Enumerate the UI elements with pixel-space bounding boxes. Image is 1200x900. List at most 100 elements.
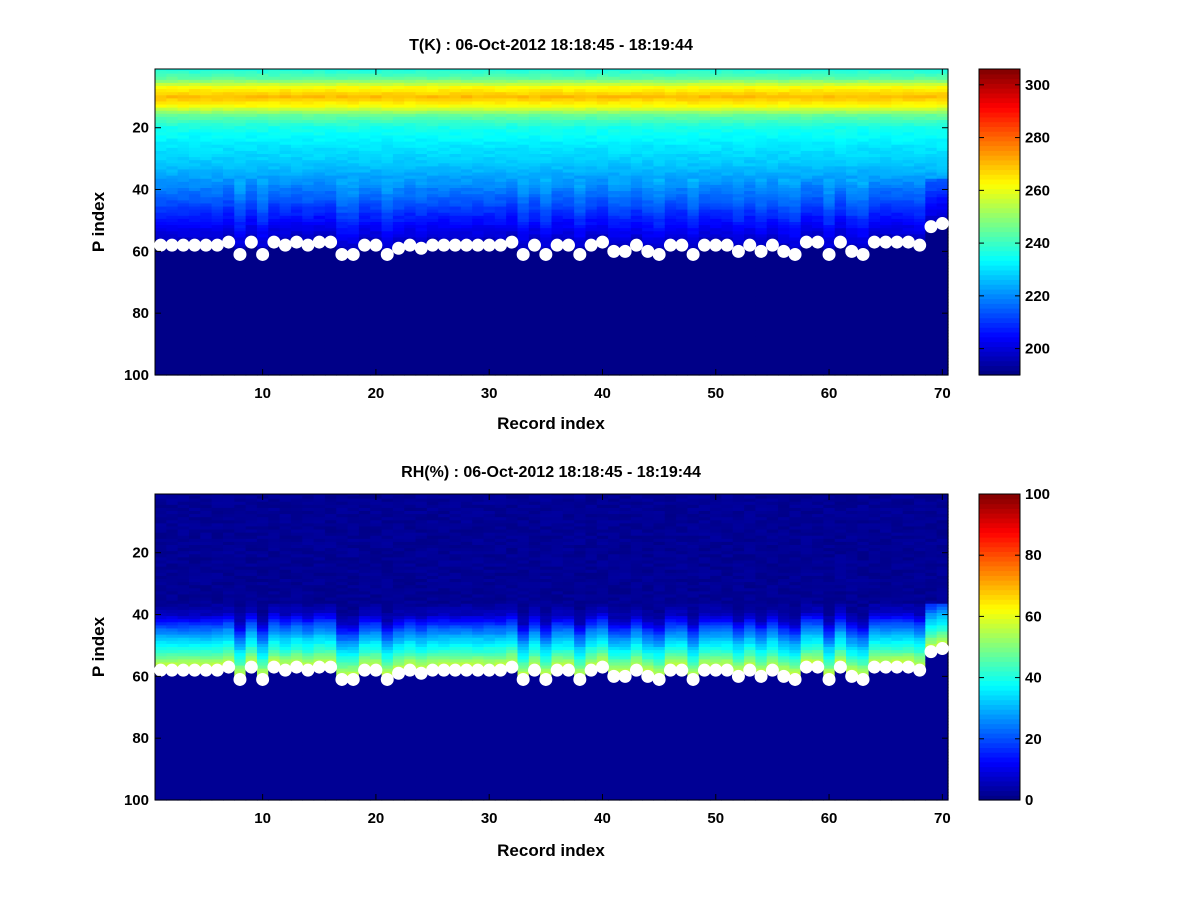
heatmap-cell <box>188 330 201 334</box>
heatmap-cell <box>392 79 405 84</box>
heatmap-cell <box>494 293 507 297</box>
heatmap-cell <box>415 262 428 266</box>
heatmap-cell <box>324 141 337 146</box>
heatmap-cell <box>415 218 428 223</box>
heatmap-cell <box>279 169 292 174</box>
heatmap-cell <box>268 138 281 143</box>
heatmap-cell <box>245 311 258 316</box>
heatmap-cell <box>370 234 383 239</box>
heatmap-cell <box>392 92 405 96</box>
heatmap-cell <box>494 234 507 239</box>
heatmap-cell <box>200 79 213 84</box>
heatmap-cell <box>506 299 519 303</box>
heatmap-cell <box>517 367 530 371</box>
heatmap-cell <box>313 95 326 99</box>
heatmap-cell <box>483 126 496 130</box>
heatmap-cell <box>347 92 360 96</box>
heatmap-cell <box>449 367 462 371</box>
heatmap-cell <box>177 293 190 297</box>
heatmap-cell <box>302 330 315 334</box>
heatmap-cell <box>472 82 485 87</box>
heatmap-cell <box>336 339 349 344</box>
heatmap-cell <box>268 262 281 266</box>
heatmap-cell <box>472 141 485 146</box>
heatmap-cell <box>211 231 224 235</box>
heatmap-cell <box>324 194 337 198</box>
heatmap-cell <box>358 175 371 180</box>
heatmap-cell <box>449 361 462 365</box>
heatmap-cell <box>313 351 326 356</box>
heatmap-cell <box>166 135 179 140</box>
heatmap-cell <box>324 293 337 297</box>
heatmap-cell <box>290 354 303 359</box>
heatmap-cell <box>336 262 349 266</box>
heatmap-cell <box>415 206 428 211</box>
heatmap-cell <box>506 351 519 356</box>
heatmap-cell <box>155 336 167 341</box>
heatmap-cell <box>381 79 394 84</box>
heatmap-cell <box>279 256 292 260</box>
heatmap-cell <box>381 324 394 328</box>
heatmap-cell <box>245 358 258 362</box>
heatmap-cell <box>517 150 530 155</box>
heatmap-cell <box>268 305 281 310</box>
heatmap-cell <box>222 104 235 109</box>
heatmap-cell <box>517 243 530 248</box>
heatmap-cell <box>155 113 167 118</box>
heatmap-cell <box>268 348 281 353</box>
heatmap-cell <box>290 215 303 220</box>
heatmap-cell <box>483 361 496 365</box>
heatmap-cell <box>517 107 530 112</box>
heatmap-cell <box>404 259 417 263</box>
heatmap-cell <box>517 283 530 288</box>
heatmap-cell <box>245 169 258 174</box>
heatmap-cell <box>200 160 213 164</box>
heatmap-cell <box>177 314 190 319</box>
heatmap-cell <box>528 120 541 124</box>
heatmap-cell <box>279 314 292 319</box>
heatmap-cell <box>313 345 326 350</box>
heatmap-cell <box>166 293 179 297</box>
heatmap-cell <box>415 302 428 307</box>
heatmap-cell <box>188 110 201 115</box>
heatmap-cell <box>415 160 428 164</box>
heatmap-cell <box>517 184 530 189</box>
heatmap-cell <box>313 364 326 368</box>
heatmap-cell <box>494 228 507 232</box>
heatmap-cell <box>268 277 281 282</box>
heatmap-cell <box>245 314 258 319</box>
heatmap-cell <box>483 200 496 205</box>
heatmap-cell <box>483 333 496 337</box>
heatmap-cell <box>517 327 530 331</box>
heatmap-cell <box>211 98 224 103</box>
heatmap-cell <box>166 95 179 99</box>
heatmap-cell <box>472 132 485 137</box>
heatmap-cell <box>392 194 405 198</box>
heatmap-cell <box>188 76 201 81</box>
heatmap-cell <box>324 320 337 325</box>
heatmap-cell <box>483 160 496 164</box>
heatmap-cell <box>472 79 485 84</box>
heatmap-cell <box>336 222 349 226</box>
heatmap-cell <box>347 206 360 211</box>
heatmap-cell <box>358 110 371 115</box>
heatmap-cell <box>245 188 258 192</box>
heatmap-cell <box>302 280 315 285</box>
heatmap-cell <box>370 339 383 344</box>
heatmap-cell <box>279 101 292 106</box>
heatmap-cell <box>279 265 292 269</box>
heatmap-cell <box>302 290 315 294</box>
heatmap-cell <box>279 135 292 140</box>
heatmap-cell <box>528 123 541 127</box>
heatmap-cell <box>449 73 462 78</box>
heatmap-cell <box>494 175 507 180</box>
heatmap-cell <box>415 259 428 263</box>
heatmap-cell <box>324 188 337 192</box>
heatmap-cell <box>211 361 224 365</box>
heatmap-cell <box>336 206 349 211</box>
heatmap-cell <box>517 370 530 375</box>
heatmap-cell <box>506 364 519 368</box>
heatmap-cell <box>494 169 507 174</box>
heatmap-cell <box>438 231 451 235</box>
heatmap-cell <box>234 89 247 93</box>
